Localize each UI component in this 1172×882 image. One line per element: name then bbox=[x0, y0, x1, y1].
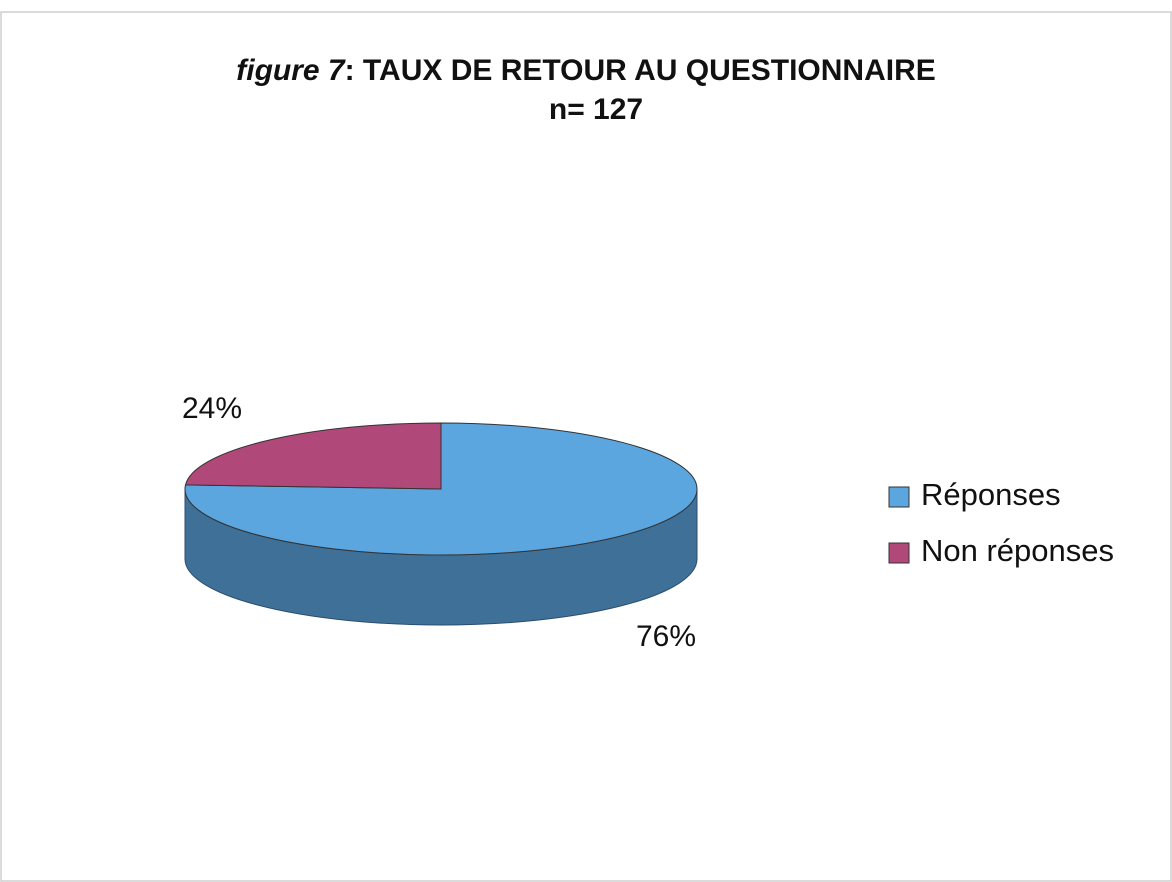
legend-swatch bbox=[888, 486, 910, 508]
legend-label: Réponses bbox=[921, 477, 1061, 512]
title-figure: figure 7 bbox=[236, 54, 346, 87]
chart-subtitle: n= 127 bbox=[549, 93, 643, 126]
chart-title: figure 7: TAUX DE RETOUR AU QUESTIONNAIR… bbox=[236, 54, 936, 87]
legend-label: Non réponses bbox=[921, 533, 1114, 568]
data-label: 76% bbox=[636, 620, 696, 653]
title-main: : TAUX DE RETOUR AU QUESTIONNAIRE bbox=[345, 54, 936, 87]
data-label: 24% bbox=[182, 392, 242, 425]
slice bbox=[184, 422, 442, 490]
slice bbox=[184, 422, 698, 556]
legend-swatch bbox=[888, 542, 910, 564]
